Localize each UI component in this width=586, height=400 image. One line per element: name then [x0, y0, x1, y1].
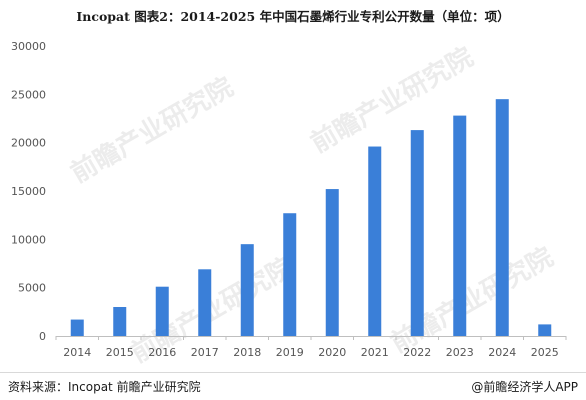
x-tick-label: 2024 — [488, 346, 516, 359]
y-tick-label: 5000 — [18, 282, 46, 295]
x-tick-label: 2017 — [191, 346, 219, 359]
bar-2024 — [495, 99, 509, 337]
x-tick-label: 2025 — [531, 346, 559, 359]
bar-2018 — [240, 244, 254, 336]
x-tick-label: 2015 — [106, 346, 134, 359]
x-tick-label: 2016 — [148, 346, 176, 359]
bar-2020 — [325, 189, 339, 336]
x-tick-label: 2014 — [63, 346, 91, 359]
x-tick-label: 2019 — [276, 346, 304, 359]
x-tick-label: 2021 — [361, 346, 389, 359]
chart-title: Incopat 图表2：2014-2025 年中国石墨烯行业专利公开数量（单位：… — [76, 9, 510, 24]
bar-2025 — [538, 324, 552, 336]
x-tick-label: 2023 — [446, 346, 474, 359]
source-note: 资料来源：Incopat 前瞻产业研究院 — [8, 380, 201, 394]
x-tick-label: 2018 — [233, 346, 261, 359]
bar-2022 — [410, 130, 424, 336]
bar-2023 — [453, 115, 467, 336]
y-tick-label: 15000 — [11, 185, 46, 198]
footer-divider — [0, 372, 586, 373]
bar-2019 — [283, 213, 297, 336]
bar-2017 — [198, 269, 212, 336]
y-tick-label: 30000 — [11, 40, 46, 53]
bar-chart: 0 5000 10000 15000 20000 25000 30000 2014 2015 20… — [11, 40, 567, 359]
bar-2021 — [368, 146, 382, 336]
y-tick-label: 25000 — [11, 88, 46, 101]
bar-2016 — [155, 286, 169, 336]
y-tick-label: 10000 — [11, 233, 46, 246]
brand-label: @前瞻经济学人APP — [471, 380, 578, 394]
x-tick-label: 2022 — [403, 346, 431, 359]
y-tick-label: 20000 — [11, 137, 46, 150]
bar-2015 — [113, 307, 127, 336]
y-tick-label: 0 — [39, 330, 46, 343]
x-tick-label: 2020 — [318, 346, 346, 359]
bar-2014 — [70, 319, 84, 336]
